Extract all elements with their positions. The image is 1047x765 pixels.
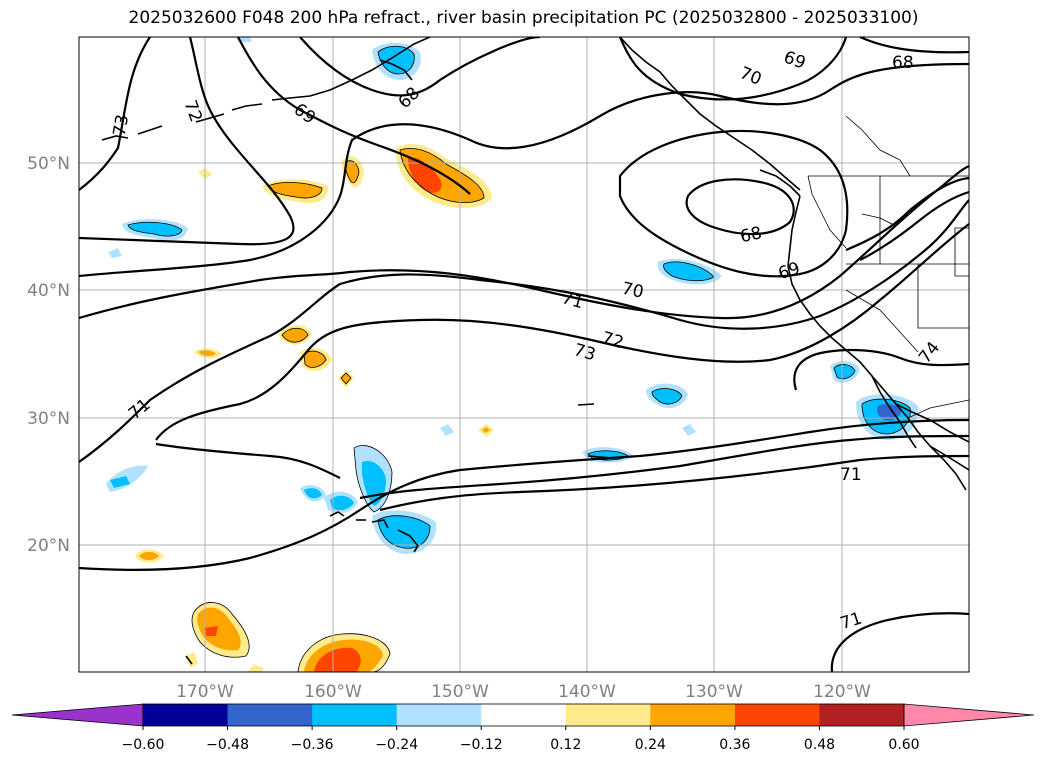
- contour-label: 71: [840, 465, 862, 485]
- colorbar-tick-label: −0.60: [122, 737, 165, 753]
- precip-positive-area: [282, 328, 308, 343]
- map-frame: [78, 36, 970, 673]
- lat-label: 50°N: [27, 154, 70, 174]
- contour-label: 73: [110, 113, 133, 138]
- colorbar-frame: [142, 703, 905, 727]
- precip-negative-area: [652, 388, 682, 404]
- lon-label: 120°W: [813, 682, 871, 702]
- precip-negative-area: [108, 248, 122, 258]
- contour-line: [79, 37, 295, 246]
- colorbar-tick-label: −0.36: [291, 737, 334, 753]
- contour-line: [79, 62, 969, 278]
- precip-negative-area: [663, 261, 714, 281]
- precip-negative-area: [128, 222, 182, 237]
- map-title: 2025032600 F048 200 hPa refract., river …: [128, 8, 919, 28]
- lat-label: 40°N: [27, 281, 70, 301]
- colorbar-swatch: [650, 704, 736, 726]
- colorbar: [11, 703, 1035, 727]
- precip-negative-area: [330, 495, 354, 511]
- contour-line: [830, 612, 969, 672]
- lat-label: 20°N: [27, 536, 70, 556]
- contour-line: [618, 37, 848, 101]
- precip-positive-area: [204, 626, 218, 636]
- lon-label: 160°W: [304, 682, 362, 702]
- colorbar-tick-label: 0.60: [888, 737, 919, 753]
- precip-positive-area: [408, 157, 442, 193]
- precip-positive-area: [248, 664, 264, 672]
- colorbar-labels: −0.60 −0.48 −0.36 −0.24 −0.12 0.12 0.24 0.36 0.4…: [122, 726, 920, 753]
- longitude-labels: 170°W 160°W 150°W 140°W 130°W 120°W: [176, 682, 871, 702]
- precip-positive-area: [314, 647, 361, 672]
- contour-line: [793, 348, 969, 391]
- refractivity-contours: [79, 37, 969, 672]
- precip-positive-area: [482, 427, 490, 433]
- colorbar-tick-label: 0.48: [804, 737, 835, 753]
- precip-positive-area: [139, 551, 159, 561]
- colorbar-extend-low: [11, 703, 144, 727]
- contour-line: [845, 176, 969, 252]
- contour-line: [685, 178, 795, 236]
- lat-label: 30°N: [27, 409, 70, 429]
- contour-line: [155, 442, 341, 479]
- colorbar-tick-label: 0.36: [719, 737, 750, 753]
- precip-negative-area: [378, 515, 430, 549]
- lon-label: 150°W: [431, 682, 489, 702]
- precip-outlines: [127, 45, 911, 672]
- colorbar-swatch: [734, 704, 820, 726]
- contour-line: [79, 199, 969, 463]
- colorbar-swatch: [312, 704, 398, 726]
- contour-line: [79, 164, 969, 320]
- contour-line: [859, 37, 969, 54]
- precip-negative-area: [378, 46, 415, 74]
- contour-line: [299, 37, 541, 97]
- contour-line: [859, 190, 969, 261]
- colorbar-tick-label: 0.12: [550, 737, 581, 753]
- contour-line: [618, 129, 849, 278]
- contour-line: [155, 223, 969, 441]
- contour-line: [379, 454, 969, 512]
- contour-line: [359, 434, 969, 500]
- contour-label: 68: [892, 53, 914, 73]
- precip-positive-area: [198, 350, 216, 357]
- contour-label: 68: [738, 223, 763, 247]
- colorbar-swatch: [565, 704, 651, 726]
- precip-negative-area: [304, 488, 322, 499]
- colorbar-swatch: [227, 704, 313, 726]
- precip-negative-area: [834, 364, 855, 379]
- contour-line: [237, 37, 471, 195]
- contour-line: [79, 37, 151, 191]
- precip-negative-area: [110, 476, 130, 488]
- lon-label: 140°W: [558, 682, 616, 702]
- colorbar-tick-label: −0.48: [206, 737, 249, 753]
- colorbar-tick-label: −0.24: [375, 737, 418, 753]
- precip-positive-area: [186, 652, 198, 668]
- precip-positive-area: [304, 351, 326, 368]
- precip-negative-area: [682, 424, 696, 436]
- colorbar-swatch: [819, 704, 905, 726]
- colorbar-tick-label: 0.24: [635, 737, 666, 753]
- precip-negative-area: [440, 424, 454, 436]
- colorbar-swatch: [481, 704, 567, 726]
- precip-positive-area: [197, 607, 241, 651]
- lon-label: 170°W: [176, 682, 234, 702]
- colorbar-extend-high: [903, 703, 1035, 727]
- colorbar-tick-label: −0.12: [460, 737, 503, 753]
- contour-line: [79, 418, 969, 571]
- contour-label: 70: [620, 279, 645, 303]
- political-borders: [807, 115, 969, 419]
- lon-label: 130°W: [685, 682, 743, 702]
- colorbar-swatch: [143, 704, 229, 726]
- latitude-labels: 50°N 40°N 30°N 20°N: [27, 154, 70, 556]
- colorbar-swatch: [396, 704, 482, 726]
